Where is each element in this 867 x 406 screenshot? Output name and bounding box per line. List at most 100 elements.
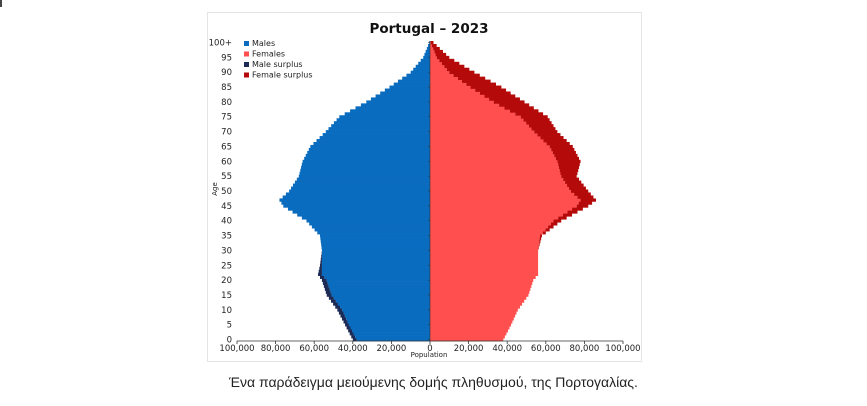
- female-surplus-age-62: [554, 153, 578, 158]
- female-bar-age-78: [430, 106, 505, 110]
- female-bar-age-87: [430, 79, 463, 83]
- female-bar-age-94: [430, 58, 440, 63]
- female-surplus-age-65: [549, 144, 573, 149]
- male-bar-age-63: [307, 150, 430, 155]
- male-bar-age-25: [321, 263, 430, 268]
- male-bar-age-18: [328, 284, 430, 288]
- y-tick-label: 40: [221, 217, 232, 227]
- male-surplus-age-26: [320, 260, 322, 265]
- x-axis-title: Population: [411, 351, 448, 359]
- female-bar-age-52: [430, 183, 568, 187]
- male-bar-age-45: [283, 204, 430, 208]
- x-tick-label: 20,000: [454, 344, 484, 354]
- female-surplus-age-90: [449, 70, 475, 75]
- female-bar-age-34: [430, 237, 540, 241]
- y-tick-label: 95: [221, 53, 232, 63]
- y-tick-label: 65: [221, 142, 232, 152]
- population-pyramid-figure: Portugal – 2023 100,000 80,000 60,000 40,00…: [208, 13, 641, 361]
- legend-entry: Male surplus: [252, 60, 303, 69]
- y-tick-label: 5: [227, 321, 232, 331]
- male-bar-age-62: [305, 153, 430, 158]
- male-bar-age-73: [333, 121, 430, 125]
- male-bar-age-19: [327, 281, 430, 285]
- male-bar-age-32: [321, 242, 430, 247]
- female-bar-age-62: [430, 153, 555, 158]
- female-bar-age-6: [430, 320, 513, 324]
- female-surplus-age-97: [434, 49, 443, 54]
- male-surplus-age-17: [324, 287, 330, 291]
- legend-entry: Females: [252, 50, 285, 59]
- female-surplus-age-81: [489, 97, 520, 101]
- female-surplus-age-43: [567, 210, 578, 214]
- male-bar-age-23: [321, 269, 430, 274]
- female-bar-age-66: [430, 141, 547, 146]
- male-bar-age-11: [340, 305, 430, 309]
- male-surplus-age-25: [319, 263, 322, 268]
- female-bar-age-0: [430, 338, 504, 342]
- male-surplus-age-12: [333, 302, 338, 306]
- male-surplus-age-4: [346, 326, 351, 330]
- female-surplus-age-58: [558, 165, 579, 170]
- female-surplus-age-66: [546, 141, 570, 146]
- female-surplus-age-89: [453, 73, 480, 77]
- female-bar-age-38: [430, 225, 549, 229]
- female-bar-age-33: [430, 240, 540, 244]
- male-bar-age-5: [348, 323, 430, 327]
- male-bar-age-31: [321, 245, 430, 250]
- female-surplus-age-100: [430, 41, 434, 45]
- male-bar-age-9: [343, 311, 430, 315]
- female-bar-age-90: [430, 70, 450, 75]
- female-bar-age-80: [430, 100, 494, 104]
- female-bar-age-73: [430, 121, 527, 125]
- female-surplus-age-45: [576, 204, 589, 208]
- female-bar-age-43: [430, 210, 568, 214]
- legend-entry: Males: [252, 39, 275, 48]
- male-bar-age-65: [310, 144, 430, 149]
- y-tick-label: 20: [221, 276, 232, 286]
- female-bar-age-26: [430, 260, 539, 265]
- female-surplus-age-55: [561, 174, 577, 178]
- y-tick-label: 30: [221, 246, 232, 256]
- male-bar-age-47: [279, 198, 430, 202]
- male-bar-age-97: [425, 49, 430, 54]
- male-surplus-age-19: [322, 281, 328, 285]
- male-bar-age-17: [329, 287, 430, 291]
- male-bar-age-80: [366, 100, 430, 104]
- male-bar-age-92: [415, 64, 430, 69]
- legend-swatch: [244, 62, 249, 67]
- male-bar-age-36: [317, 231, 430, 235]
- female-bar-age-81: [430, 97, 490, 101]
- female-bar-age-71: [430, 127, 532, 131]
- female-surplus-age-41: [558, 216, 567, 220]
- female-bar-age-13: [430, 299, 525, 303]
- male-bar-age-89: [406, 73, 430, 77]
- male-bar-age-82: [375, 94, 430, 98]
- population-pyramid-chart: Portugal – 2023 100,000 80,000 60,000 40,00…: [209, 21, 641, 359]
- female-surplus-age-37: [545, 228, 550, 232]
- female-bar-age-56: [430, 171, 561, 176]
- female-bar-age-9: [430, 311, 517, 315]
- female-bar-age-69: [430, 133, 538, 137]
- y-tick-label: 80: [221, 98, 232, 108]
- female-bar-age-98: [430, 46, 434, 51]
- female-surplus-age-61: [555, 156, 579, 161]
- male-surplus-age-28: [321, 254, 322, 259]
- male-bar-age-0: [356, 338, 430, 342]
- female-surplus-age-63: [552, 150, 576, 155]
- female-bar-age-27: [430, 257, 539, 262]
- female-surplus-age-54: [563, 177, 579, 181]
- x-tick-label: 60,000: [531, 344, 561, 354]
- male-surplus-age-6: [343, 320, 348, 324]
- female-bar-age-59: [430, 162, 559, 167]
- female-bar-age-16: [430, 290, 530, 294]
- male-bar-age-93: [418, 61, 430, 66]
- female-surplus-age-88: [457, 76, 486, 80]
- male-surplus-age-24: [319, 266, 322, 271]
- female-bar-age-54: [430, 177, 564, 181]
- female-surplus-age-83: [479, 91, 511, 95]
- female-bar-age-2: [430, 332, 507, 336]
- female-surplus-age-35: [540, 234, 542, 238]
- female-surplus-age-85: [470, 85, 502, 89]
- male-bar-age-88: [402, 76, 430, 80]
